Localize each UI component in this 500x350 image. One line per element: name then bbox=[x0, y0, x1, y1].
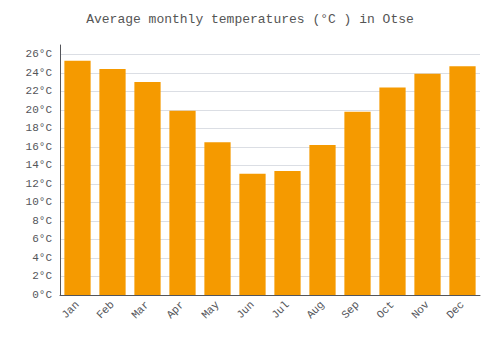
svg-text:Mar: Mar bbox=[129, 299, 151, 321]
svg-text:24°C: 24°C bbox=[26, 67, 53, 79]
svg-text:Dec: Dec bbox=[444, 299, 466, 321]
svg-text:Nov: Nov bbox=[409, 298, 432, 321]
svg-text:26°C: 26°C bbox=[26, 48, 53, 60]
svg-text:12°C: 12°C bbox=[26, 178, 53, 190]
svg-text:May: May bbox=[199, 298, 222, 321]
svg-text:22°C: 22°C bbox=[26, 85, 53, 97]
svg-text:8°C: 8°C bbox=[32, 215, 52, 227]
svg-text:Jun: Jun bbox=[234, 299, 256, 321]
svg-text:0°C: 0°C bbox=[32, 289, 52, 301]
svg-text:18°C: 18°C bbox=[26, 122, 53, 134]
svg-text:Average monthly temperatures (: Average monthly temperatures (°C ) in Ot… bbox=[86, 12, 414, 27]
svg-text:4°C: 4°C bbox=[32, 252, 52, 264]
svg-text:2°C: 2°C bbox=[32, 270, 52, 282]
svg-text:Aug: Aug bbox=[304, 299, 326, 321]
svg-text:Oct: Oct bbox=[374, 299, 396, 321]
svg-text:10°C: 10°C bbox=[26, 196, 53, 208]
svg-text:Sep: Sep bbox=[339, 299, 361, 321]
svg-text:Feb: Feb bbox=[94, 299, 116, 321]
svg-text:14°C: 14°C bbox=[26, 159, 53, 171]
svg-text:Jan: Jan bbox=[59, 299, 81, 321]
svg-text:Jul: Jul bbox=[269, 299, 291, 321]
svg-text:6°C: 6°C bbox=[32, 233, 52, 245]
svg-text:20°C: 20°C bbox=[26, 104, 53, 116]
svg-text:16°C: 16°C bbox=[26, 141, 53, 153]
svg-text:Apr: Apr bbox=[164, 299, 186, 321]
